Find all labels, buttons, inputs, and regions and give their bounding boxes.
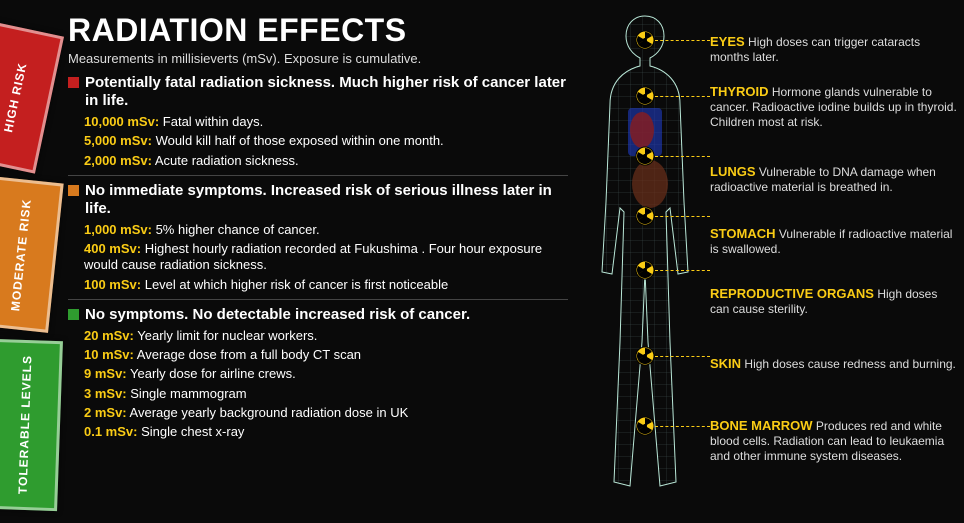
- section-high-heading: Potentially fatal radiation sickness. Mu…: [85, 74, 568, 110]
- callout-lungs: LUNGS Vulnerable to DNA damage when radi…: [710, 164, 960, 195]
- dose: 400 mSv:: [84, 241, 141, 256]
- radiation-marker-icon: [635, 30, 655, 50]
- infographic-root: HIGH RISK MODERATE RISK TOLERABLE LEVELS…: [0, 0, 964, 523]
- dose: 20 mSv:: [84, 328, 134, 343]
- risk-label-high: HIGH RISK: [1, 62, 29, 134]
- callout-skin: SKIN High doses cause redness and burnin…: [710, 356, 956, 372]
- dose: 1,000 mSv:: [84, 222, 152, 237]
- callout-bone-marrow: BONE MARROW Produces red and white blood…: [710, 418, 960, 464]
- subtitle: Measurements in millisieverts (mSv). Exp…: [68, 51, 568, 66]
- radiation-marker-icon: [635, 206, 655, 226]
- dose-text: Average dose from a full body CT scan: [137, 347, 361, 362]
- leader-line: [655, 40, 710, 41]
- callout-eyes: EYES High doses can trigger cataracts mo…: [710, 34, 960, 65]
- risk-slab-moderate: MODERATE RISK: [0, 176, 64, 332]
- section-moderate: No immediate symptoms. Increased risk of…: [68, 182, 568, 293]
- callout-reproductive-organs: REPRODUCTIVE ORGANS High doses can cause…: [710, 286, 960, 317]
- section-moderate-heading: No immediate symptoms. Increased risk of…: [85, 182, 568, 218]
- radiation-marker-icon: [635, 416, 655, 436]
- section-tolerable-heading: No symptoms. No detectable increased ris…: [85, 306, 470, 324]
- dose-text: Acute radiation sickness.: [155, 153, 299, 168]
- dose-text: 5% higher chance of cancer.: [156, 222, 320, 237]
- body-column: EYES High doses can trigger cataracts mo…: [560, 8, 960, 518]
- section-tolerable: No symptoms. No detectable increased ris…: [68, 306, 568, 441]
- marker-high-icon: [68, 77, 79, 88]
- dose: 10 mSv:: [84, 347, 134, 362]
- dose: 9 mSv:: [84, 366, 127, 381]
- risk-curve: HIGH RISK MODERATE RISK TOLERABLE LEVELS: [0, 30, 60, 500]
- dose: 10,000 mSv:: [84, 114, 159, 129]
- leader-line: [655, 216, 710, 217]
- leader-line: [655, 96, 710, 97]
- title: RADIATION EFFECTS: [68, 12, 568, 49]
- dose-text: Would kill half of those exposed within …: [156, 133, 444, 148]
- dose-text: Single mammogram: [130, 386, 246, 401]
- dose: 0.1 mSv:: [84, 424, 137, 439]
- dose: 100 mSv:: [84, 277, 141, 292]
- dose-text: Fatal within days.: [163, 114, 263, 129]
- dose-text: Yearly dose for airline crews.: [130, 366, 296, 381]
- leader-line: [655, 270, 710, 271]
- radiation-marker-icon: [635, 146, 655, 166]
- dose: 2,000 mSv:: [84, 153, 152, 168]
- risk-slab-tolerable: TOLERABLE LEVELS: [0, 339, 63, 511]
- section-high: Potentially fatal radiation sickness. Mu…: [68, 74, 568, 169]
- risk-label-moderate: MODERATE RISK: [8, 198, 34, 312]
- marker-tolerable-icon: [68, 309, 79, 320]
- divider: [68, 175, 568, 176]
- dose-text: Yearly limit for nuclear workers.: [137, 328, 317, 343]
- dose-text: Level at which higher risk of cancer is …: [145, 277, 448, 292]
- dose-text: Average yearly background radiation dose…: [130, 405, 409, 420]
- radiation-marker-icon: [635, 260, 655, 280]
- dose: 2 mSv:: [84, 405, 127, 420]
- dose: 3 mSv:: [84, 386, 127, 401]
- risk-slab-high: HIGH RISK: [0, 22, 64, 173]
- dose-text: Single chest x-ray: [141, 424, 244, 439]
- dose-text: Highest hourly radiation recorded at Fuk…: [84, 241, 542, 272]
- callout-stomach: STOMACH Vulnerable if radioactive materi…: [710, 226, 960, 257]
- leader-line: [655, 426, 710, 427]
- dose: 5,000 mSv:: [84, 133, 152, 148]
- text-column: RADIATION EFFECTS Measurements in millis…: [68, 12, 568, 444]
- leader-line: [655, 356, 710, 357]
- divider: [68, 299, 568, 300]
- marker-moderate-icon: [68, 185, 79, 196]
- leader-line: [655, 156, 710, 157]
- radiation-marker-icon: [635, 86, 655, 106]
- callout-thyroid: THYROID Hormone glands vulnerable to can…: [710, 84, 960, 130]
- radiation-marker-icon: [635, 346, 655, 366]
- risk-label-tolerable: TOLERABLE LEVELS: [16, 355, 35, 495]
